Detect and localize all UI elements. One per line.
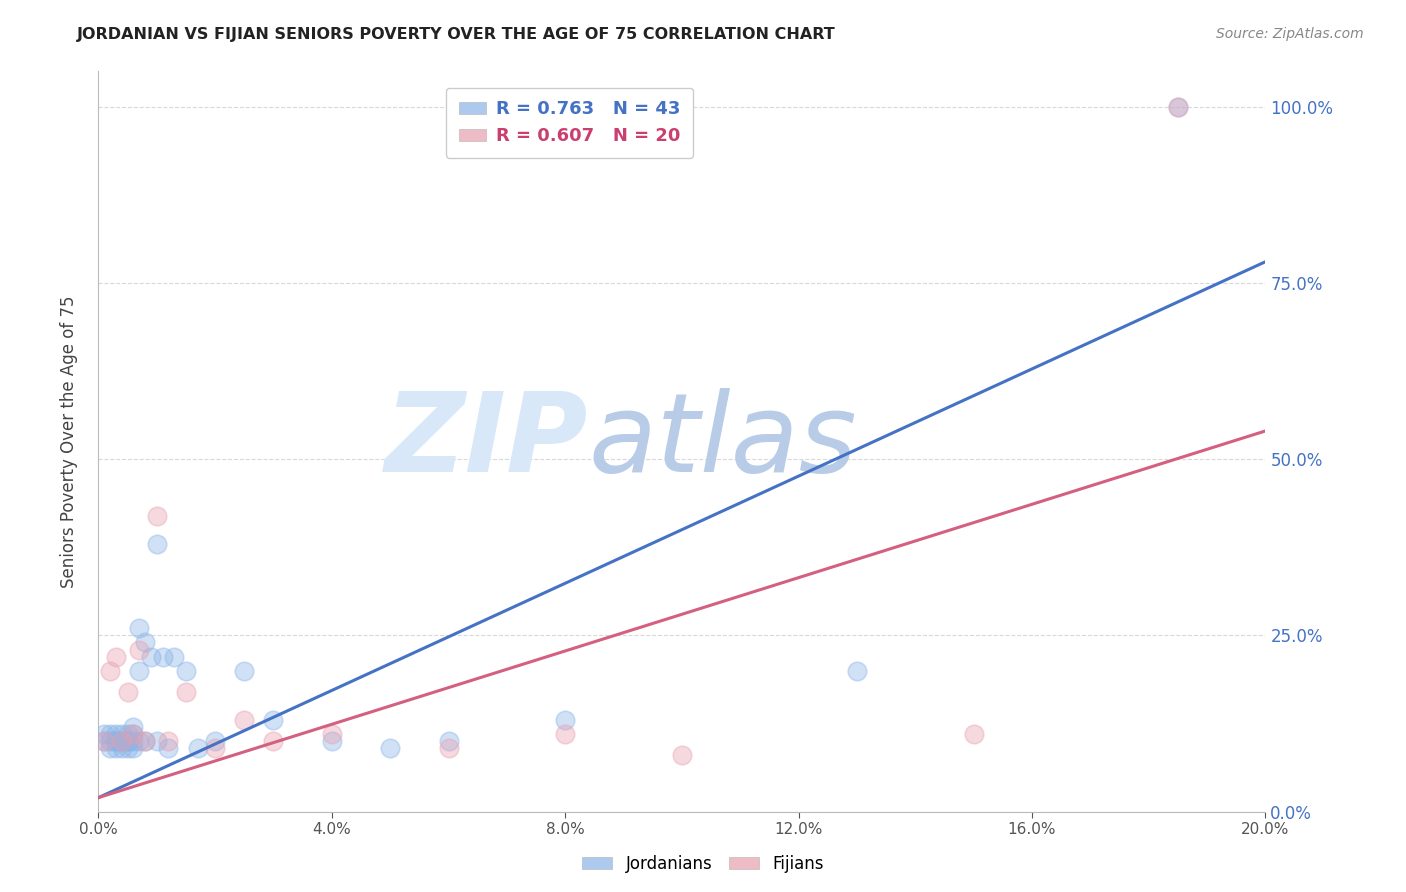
Point (93, 734, 115, 748)
Point (163, 649, 186, 664)
Text: ZIP: ZIP (385, 388, 589, 495)
Point (139, 649, 162, 664)
Point (117, 734, 139, 748)
Point (98, 741, 121, 756)
Point (962, 727, 984, 741)
Point (437, 734, 460, 748)
Text: atlas: atlas (589, 388, 858, 495)
Point (128, 621, 150, 635)
Text: Source: ZipAtlas.com: Source: ZipAtlas.com (1216, 27, 1364, 41)
Point (104, 734, 127, 748)
Point (122, 734, 145, 748)
Point (152, 649, 174, 664)
Point (187, 741, 209, 756)
Point (174, 664, 197, 678)
Y-axis label: Seniors Poverty Over the Age of 75: Seniors Poverty Over the Age of 75 (59, 295, 77, 588)
Point (146, 537, 169, 551)
Point (122, 727, 145, 741)
Point (157, 741, 180, 756)
Point (437, 741, 460, 756)
Point (134, 635, 156, 649)
Point (128, 642, 150, 657)
Point (104, 649, 127, 664)
Point (117, 741, 139, 756)
Point (262, 734, 284, 748)
Point (233, 664, 256, 678)
Point (554, 727, 576, 741)
Point (98, 734, 121, 748)
Point (111, 734, 134, 748)
Point (1167, 100, 1189, 114)
Point (111, 727, 134, 741)
Point (128, 734, 150, 748)
Point (93, 734, 115, 748)
Point (104, 734, 127, 748)
Point (117, 727, 139, 741)
Point (134, 734, 156, 748)
Point (204, 734, 226, 748)
Point (174, 685, 197, 699)
Point (93, 727, 115, 741)
Point (233, 713, 256, 727)
Point (321, 734, 343, 748)
Point (104, 727, 127, 741)
Point (122, 741, 145, 756)
Text: JORDANIAN VS FIJIAN SENIORS POVERTY OVER THE AGE OF 75 CORRELATION CHART: JORDANIAN VS FIJIAN SENIORS POVERTY OVER… (77, 27, 837, 42)
Point (117, 734, 139, 748)
Point (262, 713, 284, 727)
Legend: Jordanians, Fijians: Jordanians, Fijians (575, 848, 831, 880)
Point (98, 727, 121, 741)
Legend: R = 0.763   N = 43, R = 0.607   N = 20: R = 0.763 N = 43, R = 0.607 N = 20 (446, 87, 693, 158)
Point (122, 727, 145, 741)
Point (554, 713, 576, 727)
Point (98, 664, 121, 678)
Point (146, 508, 169, 523)
Point (122, 720, 145, 734)
Point (134, 734, 156, 748)
Point (128, 664, 150, 678)
Point (111, 741, 134, 756)
Point (380, 741, 402, 756)
Point (204, 741, 226, 756)
Point (1167, 100, 1189, 114)
Point (157, 734, 180, 748)
Point (846, 664, 869, 678)
Point (671, 748, 693, 763)
Point (117, 685, 139, 699)
Point (111, 734, 134, 748)
Point (321, 727, 343, 741)
Point (146, 734, 169, 748)
Point (104, 741, 127, 756)
Point (111, 734, 134, 748)
